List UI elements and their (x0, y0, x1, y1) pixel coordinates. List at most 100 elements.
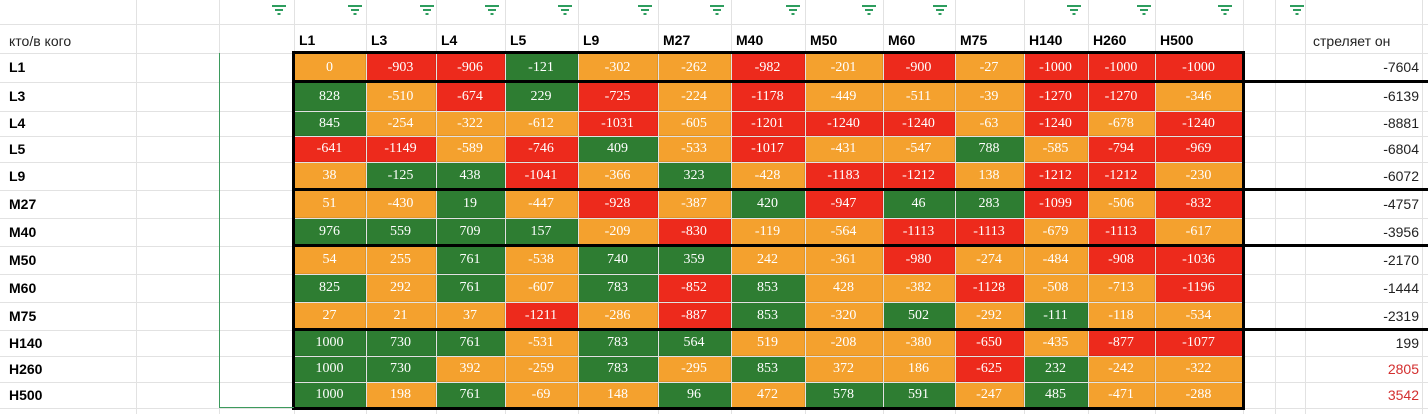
table-cell[interactable]: -510 (366, 82, 436, 111)
table-cell[interactable]: -201 (805, 53, 883, 82)
table-cell[interactable]: 27 (294, 302, 366, 330)
table-cell[interactable]: -1178 (731, 82, 805, 111)
table-cell[interactable]: 198 (366, 382, 436, 408)
table-cell[interactable]: -534 (1155, 302, 1243, 330)
filter-icon[interactable] (933, 4, 947, 16)
table-cell[interactable]: 559 (366, 218, 436, 246)
row-total[interactable]: -2170 (1383, 252, 1419, 268)
table-cell[interactable]: 730 (366, 330, 436, 356)
filter-icon[interactable] (272, 4, 286, 16)
table-cell[interactable]: -322 (436, 111, 505, 136)
filter-icon[interactable] (710, 4, 724, 16)
table-cell[interactable]: -746 (505, 136, 578, 162)
filter-icon[interactable] (485, 4, 499, 16)
table-cell[interactable]: -650 (955, 330, 1024, 356)
table-cell[interactable]: 761 (436, 246, 505, 274)
table-cell[interactable]: 578 (805, 382, 883, 408)
table-cell[interactable]: -1149 (366, 136, 436, 162)
table-cell[interactable]: -1212 (883, 162, 955, 190)
table-cell[interactable]: 485 (1024, 382, 1088, 408)
table-cell[interactable]: -292 (955, 302, 1024, 330)
table-cell[interactable]: -288 (1155, 382, 1243, 408)
table-cell[interactable]: 853 (731, 356, 805, 382)
row-total[interactable]: 199 (1395, 335, 1419, 351)
table-cell[interactable]: -209 (578, 218, 658, 246)
row-total[interactable]: -6804 (1383, 141, 1419, 157)
filter-icon[interactable] (558, 4, 572, 16)
filter-icon[interactable] (1067, 4, 1081, 16)
table-cell[interactable]: -1183 (805, 162, 883, 190)
table-cell[interactable]: 591 (883, 382, 955, 408)
table-cell[interactable]: -852 (658, 274, 731, 302)
table-cell[interactable]: 519 (731, 330, 805, 356)
table-cell[interactable]: -118 (1088, 302, 1155, 330)
table-cell[interactable]: -617 (1155, 218, 1243, 246)
table-cell[interactable]: -1041 (505, 162, 578, 190)
table-cell[interactable]: -531 (505, 330, 578, 356)
table-cell[interactable]: -607 (505, 274, 578, 302)
table-cell[interactable]: 788 (955, 136, 1024, 162)
filter-icon[interactable] (862, 4, 876, 16)
table-cell[interactable]: -1031 (578, 111, 658, 136)
table-cell[interactable]: 242 (731, 246, 805, 274)
table-cell[interactable]: -320 (805, 302, 883, 330)
table-cell[interactable]: -1113 (1088, 218, 1155, 246)
table-cell[interactable]: 740 (578, 246, 658, 274)
table-cell[interactable]: -713 (1088, 274, 1155, 302)
table-cell[interactable]: -1270 (1088, 82, 1155, 111)
table-cell[interactable]: 372 (805, 356, 883, 382)
table-cell[interactable]: -322 (1155, 356, 1243, 382)
table-cell[interactable]: 229 (505, 82, 578, 111)
table-cell[interactable]: -1240 (805, 111, 883, 136)
table-cell[interactable]: 761 (436, 274, 505, 302)
table-cell[interactable]: -224 (658, 82, 731, 111)
table-cell[interactable]: 37 (436, 302, 505, 330)
table-cell[interactable]: -511 (883, 82, 955, 111)
table-cell[interactable]: -725 (578, 82, 658, 111)
table-cell[interactable]: 853 (731, 274, 805, 302)
table-cell[interactable]: -380 (883, 330, 955, 356)
table-cell[interactable]: -585 (1024, 136, 1088, 162)
filter-icon[interactable] (1137, 4, 1151, 16)
table-cell[interactable]: 709 (436, 218, 505, 246)
table-cell[interactable]: -428 (731, 162, 805, 190)
table-cell[interactable]: -1128 (955, 274, 1024, 302)
table-cell[interactable]: -1000 (1088, 53, 1155, 82)
table-cell[interactable]: -484 (1024, 246, 1088, 274)
table-cell[interactable]: -242 (1088, 356, 1155, 382)
table-cell[interactable]: -1099 (1024, 190, 1088, 218)
table-cell[interactable]: -1017 (731, 136, 805, 162)
table-cell[interactable]: -1240 (883, 111, 955, 136)
table-cell[interactable]: 392 (436, 356, 505, 382)
table-cell[interactable]: 292 (366, 274, 436, 302)
table-cell[interactable]: -431 (805, 136, 883, 162)
table-cell[interactable]: -1000 (1155, 53, 1243, 82)
table-cell[interactable]: -254 (366, 111, 436, 136)
table-cell[interactable]: -1036 (1155, 246, 1243, 274)
table-cell[interactable]: 472 (731, 382, 805, 408)
table-cell[interactable]: 730 (366, 356, 436, 382)
table-cell[interactable]: -1240 (1024, 111, 1088, 136)
table-cell[interactable]: -471 (1088, 382, 1155, 408)
filter-icon[interactable] (420, 4, 434, 16)
table-cell[interactable]: -980 (883, 246, 955, 274)
table-cell[interactable]: 783 (578, 330, 658, 356)
table-cell[interactable]: -832 (1155, 190, 1243, 218)
table-cell[interactable]: -295 (658, 356, 731, 382)
table-cell[interactable]: 54 (294, 246, 366, 274)
table-cell[interactable]: 1000 (294, 330, 366, 356)
table-cell[interactable]: -612 (505, 111, 578, 136)
table-cell[interactable]: -208 (805, 330, 883, 356)
row-total[interactable]: -3956 (1383, 224, 1419, 240)
table-cell[interactable]: -928 (578, 190, 658, 218)
table-cell[interactable]: 845 (294, 111, 366, 136)
table-cell[interactable]: -908 (1088, 246, 1155, 274)
row-total[interactable]: -7604 (1383, 59, 1419, 75)
row-total[interactable]: -6072 (1383, 168, 1419, 184)
table-cell[interactable]: 157 (505, 218, 578, 246)
table-cell[interactable]: -366 (578, 162, 658, 190)
table-cell[interactable]: -382 (883, 274, 955, 302)
table-cell[interactable]: -533 (658, 136, 731, 162)
table-cell[interactable]: 138 (955, 162, 1024, 190)
table-cell[interactable]: -906 (436, 53, 505, 82)
